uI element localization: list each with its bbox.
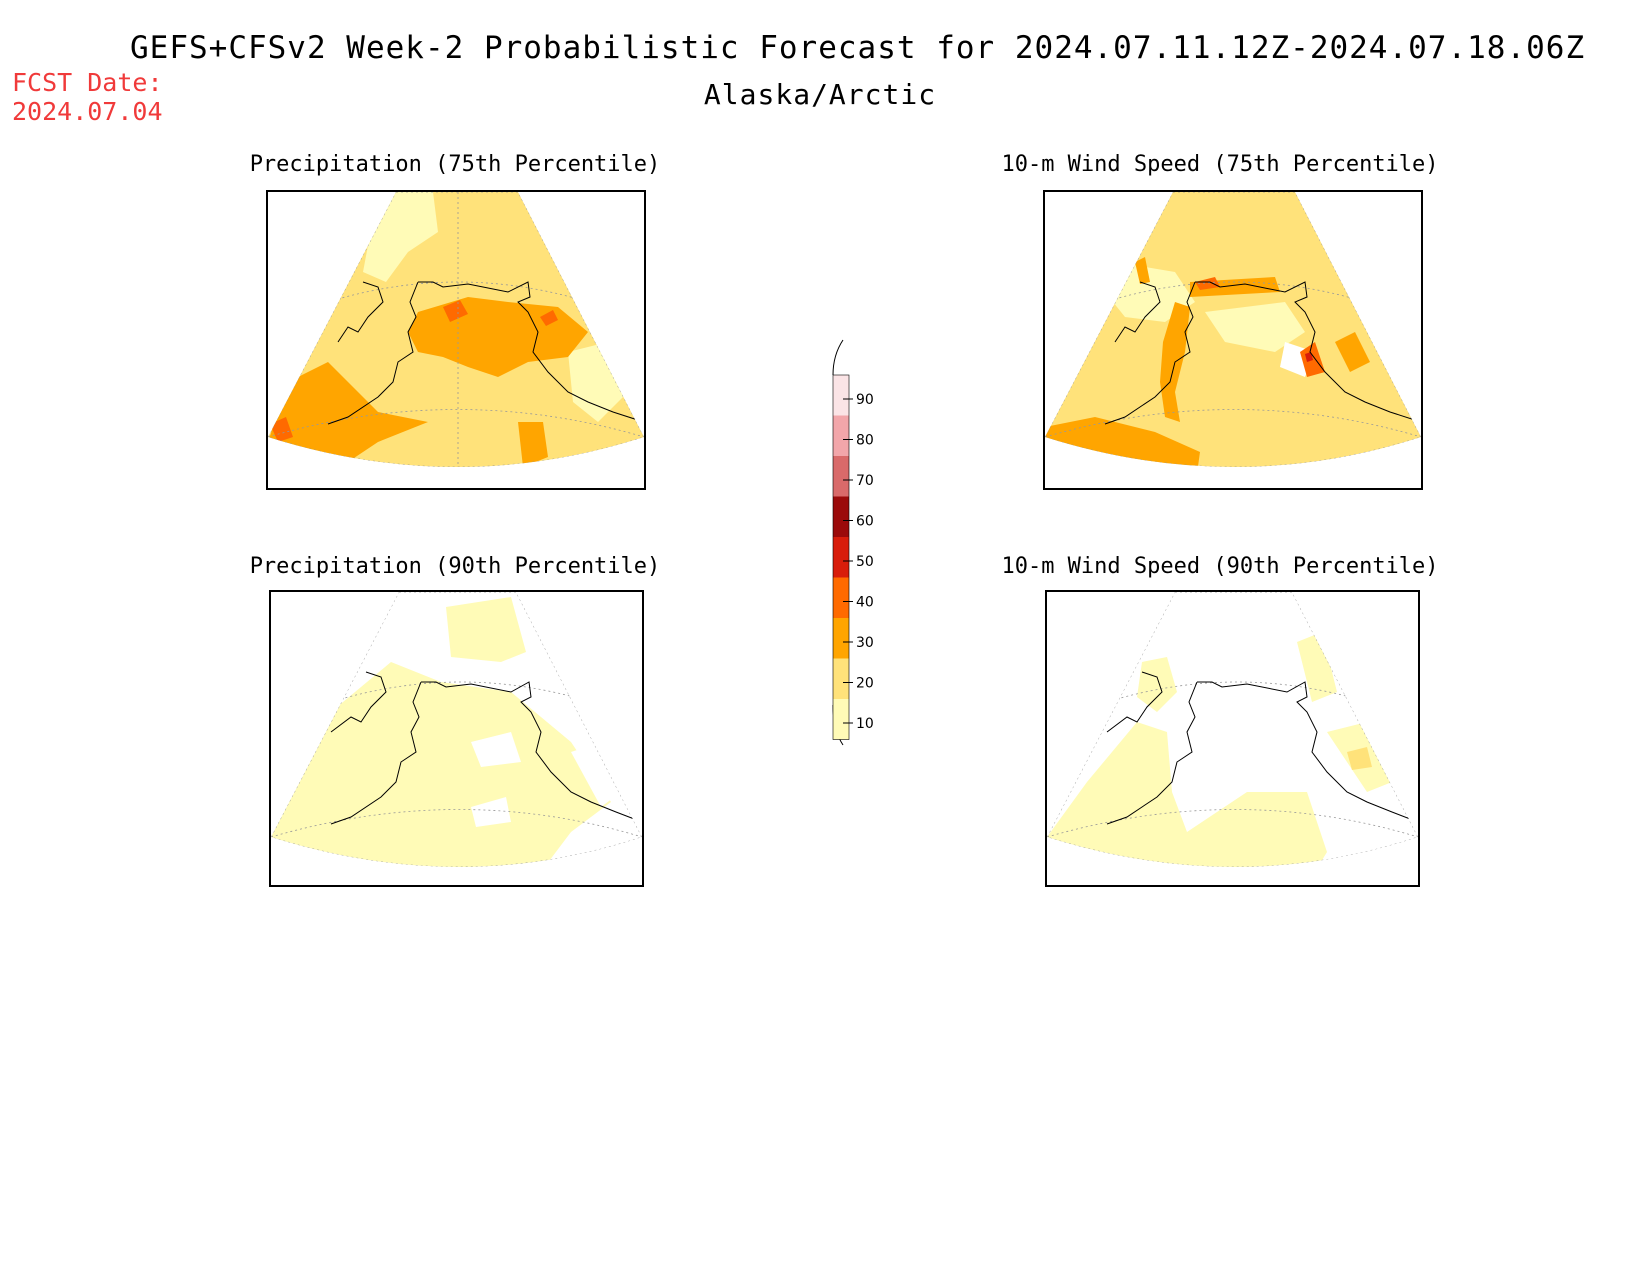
- map-panel-wind75: [1043, 190, 1423, 490]
- shading-below-10: [471, 797, 511, 827]
- coastline: [330, 671, 387, 733]
- map-panel-wind90: [1045, 590, 1420, 887]
- coastline: [1106, 681, 1198, 825]
- graticule: [268, 409, 644, 438]
- coastline: [1104, 281, 1196, 425]
- coastline: [1114, 281, 1161, 343]
- map-wind90: [1047, 592, 1418, 867]
- shading-10-20: [446, 597, 526, 662]
- panel-title-precip75: Precipitation (75th Percentile): [249, 152, 661, 177]
- color-bar-label: 20: [856, 676, 874, 692]
- page-title: GEFS+CFSv2 Week-2 Probabilistic Forecast…: [130, 30, 1586, 66]
- color-bar-swatch-50: [833, 537, 849, 578]
- panel-title-wind90: 10-m Wind Speed (90th Percentile): [1001, 554, 1439, 579]
- coastline: [330, 681, 422, 825]
- shading-below-10: [571, 742, 621, 807]
- shading-30-40: [518, 422, 548, 467]
- shading-below-10: [471, 732, 521, 767]
- graticule: [1104, 281, 1366, 303]
- color-bar-label: 30: [856, 635, 874, 651]
- color-bar-label: 50: [856, 554, 874, 570]
- color-bar-label: 70: [856, 473, 874, 489]
- page-subtitle: Alaska/Arctic: [703, 78, 937, 111]
- coastline: [337, 281, 384, 343]
- coastline: [1106, 671, 1163, 733]
- coastline: [1195, 281, 1421, 423]
- color-bar-label: 10: [856, 716, 874, 732]
- shading-40-50: [270, 417, 293, 442]
- color-bar-swatch-10: [833, 699, 849, 740]
- color-bar-swatch-30: [833, 618, 849, 659]
- shading-10-20: [1137, 657, 1177, 712]
- graticule: [1106, 681, 1368, 703]
- graticule: [1045, 192, 1421, 467]
- forecast-date-value: 2024.07.04: [12, 97, 163, 126]
- map-panel-precip90: [269, 590, 644, 887]
- map-precip90: [271, 592, 642, 867]
- color-bar-swatch-70: [833, 456, 849, 497]
- panel-title-precip90: Precipitation (90th Percentile): [249, 554, 661, 579]
- color-bar-label: 80: [856, 433, 874, 449]
- color-bar-swatch-80: [833, 415, 849, 456]
- shading-10-20: [271, 662, 611, 867]
- shading-50-60: [1305, 352, 1313, 362]
- coastline: [1197, 681, 1418, 823]
- shading-10-20: [1047, 722, 1327, 867]
- color-bar-outline: [832, 374, 850, 740]
- color-bar-swatch-60: [833, 496, 849, 537]
- graticule: [268, 192, 644, 467]
- graticule: [330, 681, 592, 703]
- graticule: [1047, 809, 1418, 838]
- graticule: [271, 809, 642, 838]
- color-bar-swatch-40: [833, 577, 849, 618]
- graticule: [1045, 409, 1421, 438]
- map-panel-precip75: [266, 190, 646, 490]
- color-bar-swatch-20: [833, 658, 849, 699]
- color-bar-label: 90: [856, 392, 874, 408]
- shading-40-50: [1195, 277, 1220, 290]
- shading-10-20: [1205, 302, 1305, 352]
- color-bar-top-cap: [832, 339, 844, 376]
- color-bar: 90 80 70 60 50 40 30 20 10: [832, 339, 874, 746]
- shading-10-20: [1297, 632, 1337, 702]
- shading-30-40: [268, 362, 428, 462]
- forecast-date-label: FCST Date:: [12, 68, 163, 97]
- map-precip75: [268, 192, 644, 467]
- coastline: [421, 681, 642, 823]
- forecast-date: FCST Date: 2024.07.04: [12, 68, 163, 126]
- color-bar-label: 40: [856, 595, 874, 611]
- map-wind75: [1045, 192, 1421, 467]
- shading-30-40: [1135, 257, 1150, 284]
- shading-40-50: [540, 310, 558, 326]
- shading-30-40: [1045, 417, 1200, 467]
- shading-40-50: [443, 300, 468, 322]
- shading-30-40: [1335, 332, 1370, 372]
- coastline: [327, 281, 419, 425]
- coastline: [418, 281, 644, 423]
- color-bar-swatch-90: [833, 375, 849, 416]
- panel-title-wind75: 10-m Wind Speed (75th Percentile): [1001, 152, 1439, 177]
- shading-20-30: [1347, 747, 1372, 770]
- color-bar-label: 60: [856, 514, 874, 530]
